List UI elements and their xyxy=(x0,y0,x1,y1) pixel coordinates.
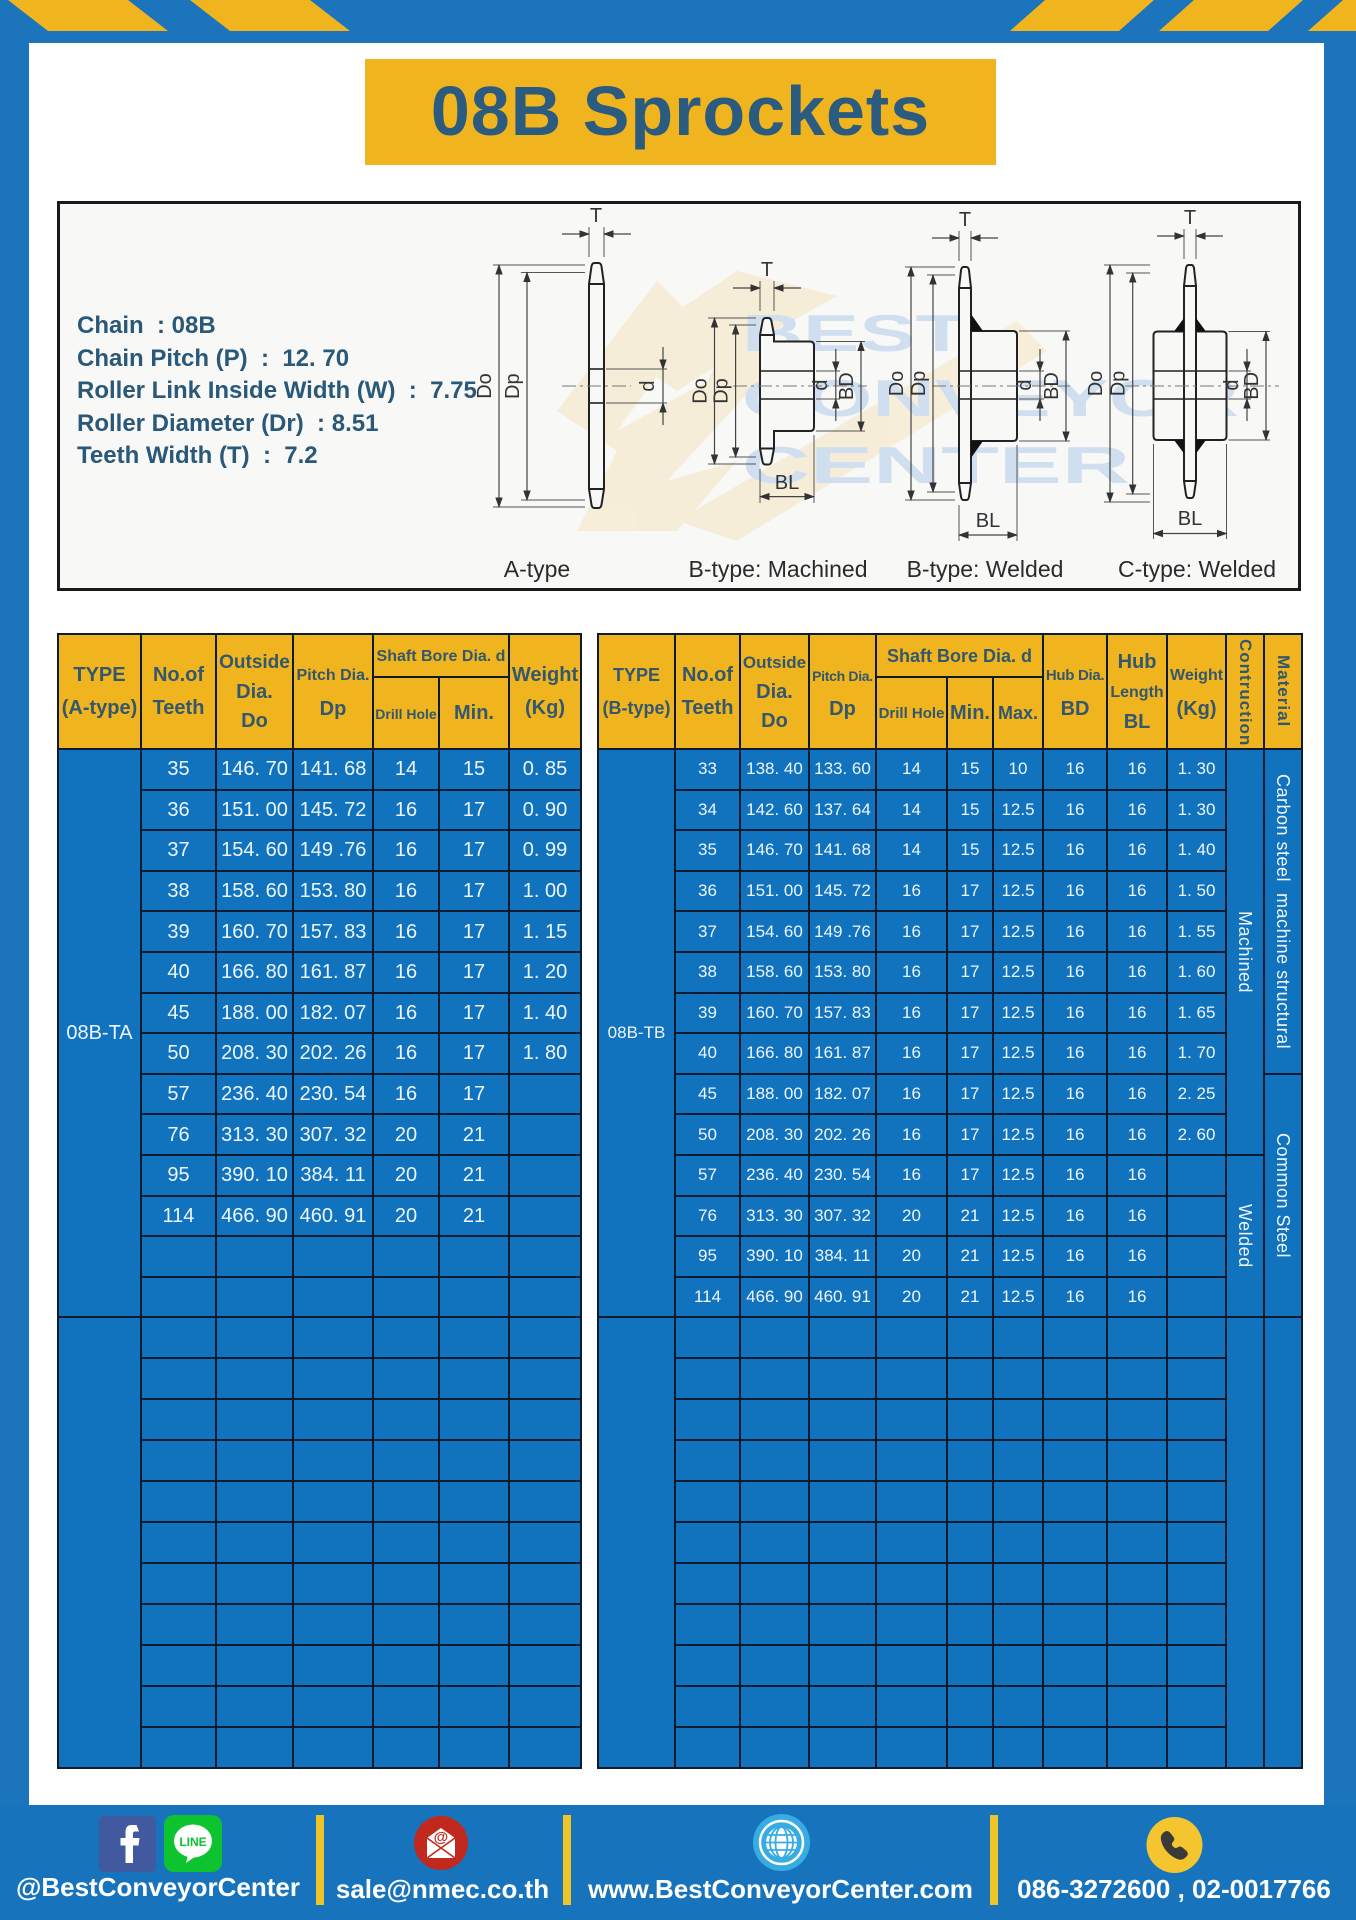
svg-text:T: T xyxy=(1184,207,1196,229)
svg-text:Dp: Dp xyxy=(502,373,524,399)
svg-text:CENTER: CENTER xyxy=(742,437,1130,495)
svg-text:Dp: Dp xyxy=(908,371,930,397)
svg-text:T: T xyxy=(761,259,773,281)
svg-text:T: T xyxy=(959,209,971,231)
svg-text:@: @ xyxy=(434,1829,449,1846)
svg-text:A-type: A-type xyxy=(504,556,570,582)
svg-text:T: T xyxy=(590,205,602,227)
svg-text:d: d xyxy=(637,380,659,391)
svg-text:d: d xyxy=(1014,379,1036,390)
svg-text:d: d xyxy=(1221,379,1243,390)
svg-text:B-type: Machined: B-type: Machined xyxy=(689,556,868,582)
svg-text:d: d xyxy=(810,379,832,390)
svg-text:LINE: LINE xyxy=(179,1835,206,1849)
svg-text:B-type: Welded: B-type: Welded xyxy=(907,556,1064,582)
svg-text:BL: BL xyxy=(1178,508,1202,530)
svg-text:Do: Do xyxy=(1085,371,1107,397)
svg-text:Dp: Dp xyxy=(711,378,733,404)
svg-text:BD: BD xyxy=(836,372,858,400)
svg-text:Do: Do xyxy=(886,371,908,397)
svg-text:Do: Do xyxy=(690,378,712,404)
svg-text:BL: BL xyxy=(976,510,1000,532)
svg-text:Do: Do xyxy=(474,373,496,399)
svg-text:BD: BD xyxy=(1241,372,1263,400)
svg-text:Dp: Dp xyxy=(1108,371,1130,397)
svg-text:C-type: Welded: C-type: Welded xyxy=(1118,556,1276,582)
svg-text:BL: BL xyxy=(775,472,799,494)
svg-text:BD: BD xyxy=(1041,372,1063,400)
